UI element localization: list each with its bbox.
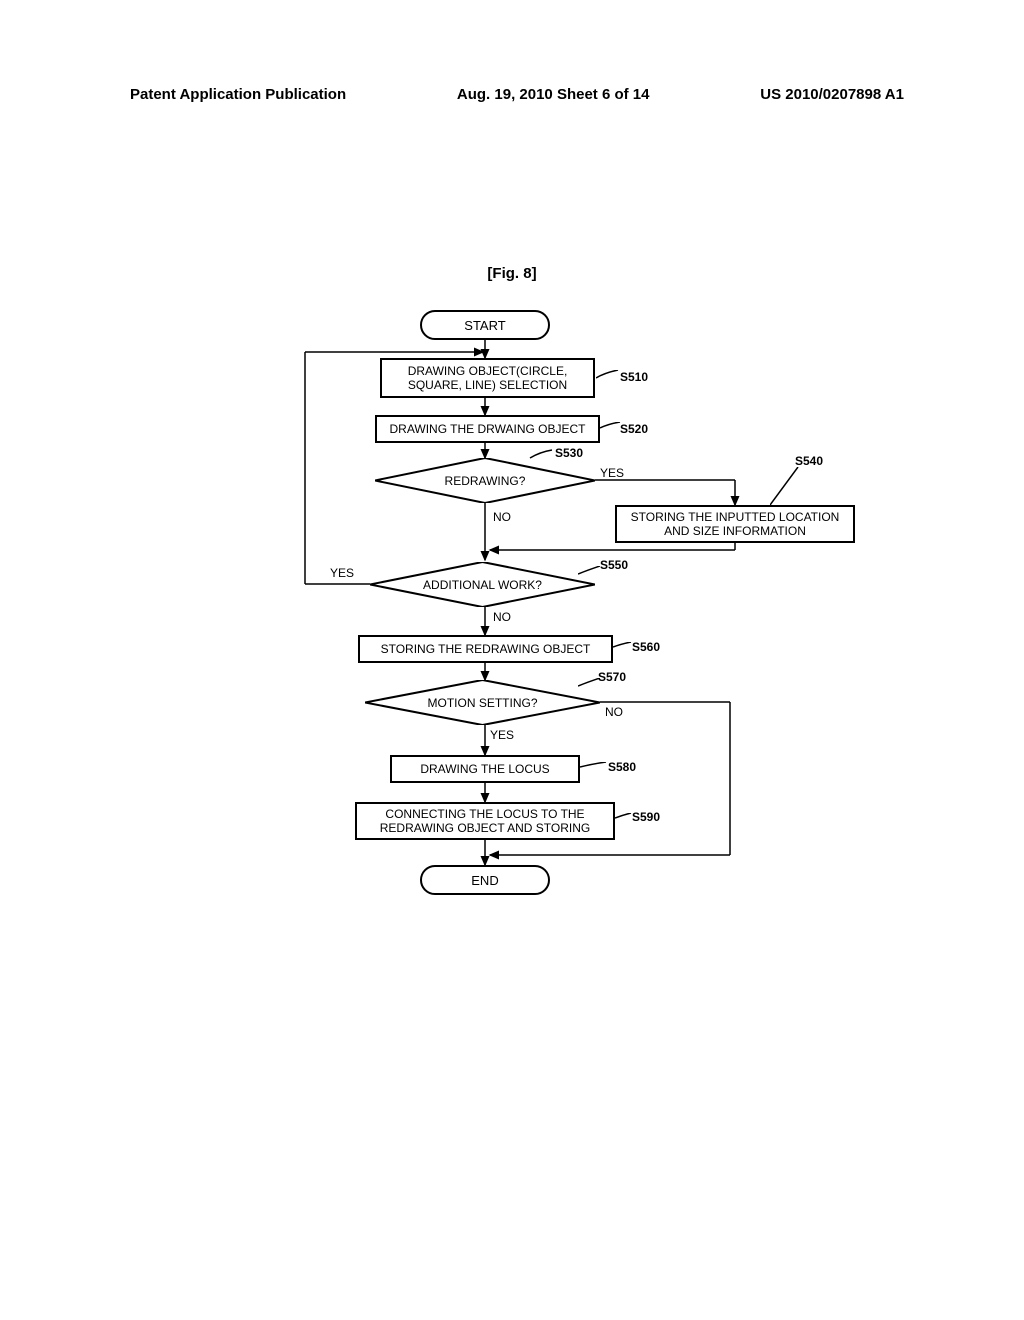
s590-node: CONNECTING THE LOCUS TO THE REDRAWING OB… xyxy=(355,802,615,840)
s540-step: S540 xyxy=(795,454,823,468)
s530-label: REDRAWING? xyxy=(375,474,595,488)
s530-no: NO xyxy=(493,510,511,524)
s530-yes: YES xyxy=(600,466,624,480)
flowchart: START DRAWING OBJECT(CIRCLE, SQUARE, LIN… xyxy=(200,310,850,1010)
s510-step: S510 xyxy=(620,370,648,384)
s510-curve xyxy=(596,370,621,386)
s560-label: STORING THE REDRAWING OBJECT xyxy=(381,642,591,656)
start-node: START xyxy=(420,310,550,340)
s580-node: DRAWING THE LOCUS xyxy=(390,755,580,783)
flow-border xyxy=(300,350,301,620)
header-center: Aug. 19, 2010 Sheet 6 of 14 xyxy=(457,86,650,103)
page-header: Patent Application Publication Aug. 19, … xyxy=(0,86,1024,103)
s570-yes: YES xyxy=(490,728,514,742)
s520-label: DRAWING THE DRWAING OBJECT xyxy=(389,422,585,436)
end-node: END xyxy=(420,865,550,895)
s570-label: MOTION SETTING? xyxy=(365,696,600,710)
s550-node: ADDITIONAL WORK? xyxy=(370,562,595,607)
s550-yes: YES xyxy=(330,566,354,580)
header-left: Patent Application Publication xyxy=(130,86,346,103)
s590-label: CONNECTING THE LOCUS TO THE REDRAWING OB… xyxy=(380,807,590,836)
s520-node: DRAWING THE DRWAING OBJECT xyxy=(375,415,600,443)
s580-curve xyxy=(580,762,608,772)
s580-label: DRAWING THE LOCUS xyxy=(420,762,549,776)
s530-node: REDRAWING? xyxy=(375,458,595,503)
s540-node: STORING THE INPUTTED LOCATION AND SIZE I… xyxy=(615,505,855,543)
s590-curve xyxy=(615,813,633,823)
s510-label: DRAWING OBJECT(CIRCLE, SQUARE, LINE) SEL… xyxy=(408,364,568,393)
s560-node: STORING THE REDRAWING OBJECT xyxy=(358,635,613,663)
s550-label: ADDITIONAL WORK? xyxy=(370,578,595,592)
start-label: START xyxy=(464,318,505,333)
s570-node: MOTION SETTING? xyxy=(365,680,600,725)
s530-step: S530 xyxy=(555,446,583,460)
s550-curve xyxy=(578,566,600,576)
s550-no: NO xyxy=(493,610,511,624)
s570-step: S570 xyxy=(598,670,626,684)
s580-step: S580 xyxy=(608,760,636,774)
s550-step: S550 xyxy=(600,558,628,572)
s570-no: NO xyxy=(605,705,623,719)
s520-curve xyxy=(600,422,622,434)
s540-curve xyxy=(770,467,800,507)
s590-step: S590 xyxy=(632,810,660,824)
figure-label: [Fig. 8] xyxy=(0,265,1024,282)
s570-curve xyxy=(578,678,600,688)
s520-step: S520 xyxy=(620,422,648,436)
s510-node: DRAWING OBJECT(CIRCLE, SQUARE, LINE) SEL… xyxy=(380,358,595,398)
s560-step: S560 xyxy=(632,640,660,654)
s540-label: STORING THE INPUTTED LOCATION AND SIZE I… xyxy=(631,510,840,539)
header-right: US 2010/0207898 A1 xyxy=(760,86,904,103)
end-label: END xyxy=(471,873,498,888)
s560-curve xyxy=(613,642,633,652)
